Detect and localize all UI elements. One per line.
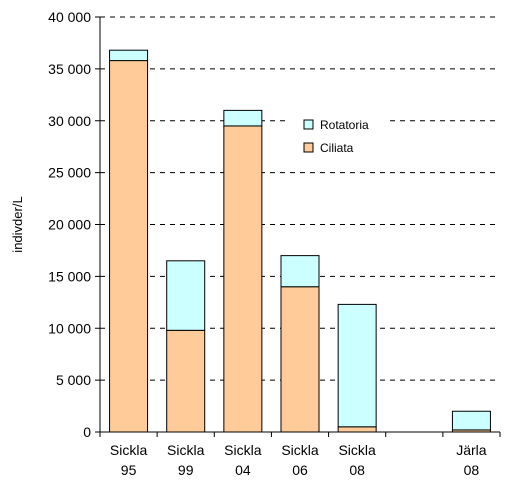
y-tick-label-4: 20 000 xyxy=(48,217,91,233)
x-tick-label-3-line2: 06 xyxy=(292,462,308,478)
x-tick-label-4-line2: 08 xyxy=(349,462,365,478)
y-tick-label-3: 15 000 xyxy=(48,268,91,284)
x-tick-label-2-line1: Sickla xyxy=(224,442,262,458)
y-tick-label-0: 0 xyxy=(83,424,91,440)
x-tick-label-6-line1: Järla xyxy=(456,442,487,458)
bar-rotatoria-0 xyxy=(109,49,149,62)
legend-swatch-ciliata xyxy=(303,142,314,153)
bar-ciliata-4 xyxy=(337,426,377,433)
x-tick-label-2-line2: 04 xyxy=(235,462,251,478)
legend-label-rotatoria: Rotatoria xyxy=(320,118,369,132)
x-tick-label-0-line1: Sickla xyxy=(110,442,148,458)
legend-swatch-rotatoria xyxy=(303,119,314,130)
bar-rotatoria-2 xyxy=(223,109,263,127)
bar-ciliata-0 xyxy=(109,60,149,433)
y-tick-label-5: 25 000 xyxy=(48,165,91,181)
y-tick-label-7: 35 000 xyxy=(48,61,91,77)
x-tick-label-1-line1: Sickla xyxy=(167,442,205,458)
x-tick-label-1-line2: 99 xyxy=(178,462,194,478)
y-axis-label: indivder/L xyxy=(10,196,25,252)
bar-ciliata-3 xyxy=(280,286,320,433)
bar-ciliata-2 xyxy=(223,125,263,433)
x-tick-label-4-line1: Sickla xyxy=(338,442,376,458)
bar-ciliata-1 xyxy=(166,329,206,433)
bar-rotatoria-1 xyxy=(166,260,206,331)
legend-label-ciliata: Ciliata xyxy=(320,141,354,155)
y-tick-label-6: 30 000 xyxy=(48,113,91,129)
x-tick-label-3-line1: Sickla xyxy=(281,442,319,458)
bar-rotatoria-6 xyxy=(451,410,491,431)
x-tick-label-0-line2: 95 xyxy=(121,462,137,478)
y-tick-label-2: 10 000 xyxy=(48,320,91,336)
y-tick-label-1: 5 000 xyxy=(56,372,91,388)
bar-rotatoria-4 xyxy=(337,303,377,428)
x-tick-label-6-line2: 08 xyxy=(464,462,480,478)
bar-rotatoria-3 xyxy=(280,255,320,288)
legend-box xyxy=(290,109,386,163)
y-tick-label-8: 40 000 xyxy=(48,9,91,25)
